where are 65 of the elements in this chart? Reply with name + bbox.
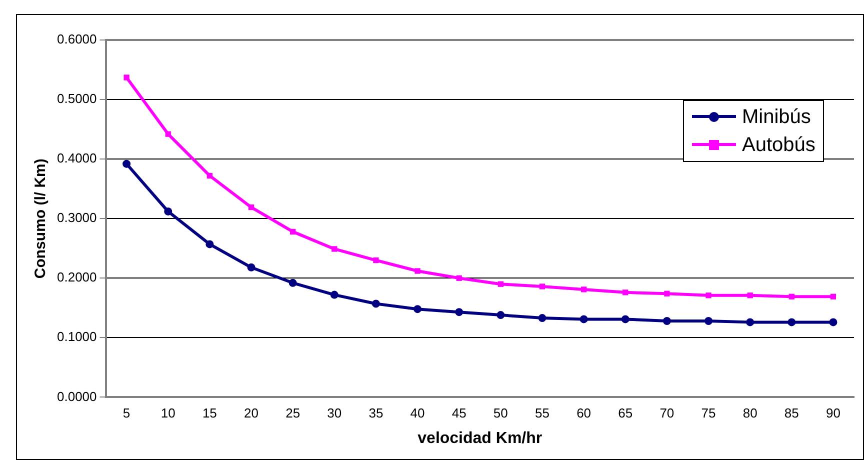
point	[414, 268, 420, 274]
point	[788, 318, 796, 326]
x-tick-label: 15	[202, 406, 217, 421]
legend-label: Minibús	[742, 106, 811, 128]
x-tick-label: 35	[368, 406, 384, 421]
point	[621, 315, 630, 324]
x-tick-label: 65	[618, 406, 633, 421]
x-tick-label: 70	[660, 406, 674, 421]
point	[622, 290, 628, 296]
y-axis-title: Consumo (l/ Km)	[32, 158, 50, 279]
point	[704, 317, 713, 325]
point	[164, 207, 172, 216]
point	[330, 290, 338, 299]
y-tick-label: 0.5000	[56, 91, 97, 106]
y-tick-label: 0.3000	[56, 210, 97, 226]
x-tick-label: 75	[701, 406, 716, 421]
point	[247, 263, 256, 272]
x-tick-label: 45	[452, 406, 466, 421]
point	[122, 160, 131, 168]
x-tick-label: 40	[410, 406, 425, 421]
point	[248, 204, 254, 210]
x-tick-label: 30	[327, 406, 342, 421]
x-tick-label: 50	[493, 406, 508, 421]
x-tick-label: 10	[160, 406, 176, 421]
y-tick-label: 0.0000	[56, 388, 97, 404]
point	[206, 172, 213, 179]
point	[414, 305, 422, 314]
x-tick-label: 90	[826, 406, 840, 421]
point	[498, 281, 504, 287]
point	[332, 246, 338, 252]
point	[706, 292, 712, 298]
y-tick-label: 0.4000	[56, 150, 97, 166]
point	[662, 317, 671, 325]
point	[165, 131, 171, 137]
x-tick-label: 85	[784, 406, 799, 421]
point	[290, 228, 296, 235]
y-tick-label: 0.6000	[56, 32, 97, 47]
x-tick-label: 80	[742, 406, 758, 421]
point	[539, 284, 546, 290]
point	[456, 275, 462, 281]
x-tick-label: 55	[535, 406, 550, 421]
point	[288, 278, 297, 287]
point	[664, 290, 670, 296]
point	[206, 240, 214, 248]
point	[496, 311, 505, 320]
x-axis-title: velocidad Km/hr	[418, 430, 542, 447]
y-tick-label: 0.2000	[56, 270, 97, 285]
point	[124, 74, 130, 80]
x-tick-label: 60	[576, 406, 592, 421]
point	[580, 286, 587, 292]
point	[372, 300, 380, 308]
point	[747, 292, 753, 298]
x-tick-label: 20	[244, 406, 258, 421]
x-tick-label: 25	[286, 406, 300, 421]
point	[538, 314, 546, 322]
point	[830, 294, 836, 300]
point	[455, 308, 464, 316]
x-tick-label: 5	[122, 406, 130, 421]
point	[580, 315, 588, 324]
point	[746, 318, 754, 326]
point	[373, 257, 379, 264]
y-tick-label: 0.1000	[56, 329, 97, 344]
legend-label: Autobús	[742, 134, 816, 156]
point	[829, 318, 838, 326]
point	[788, 294, 794, 300]
